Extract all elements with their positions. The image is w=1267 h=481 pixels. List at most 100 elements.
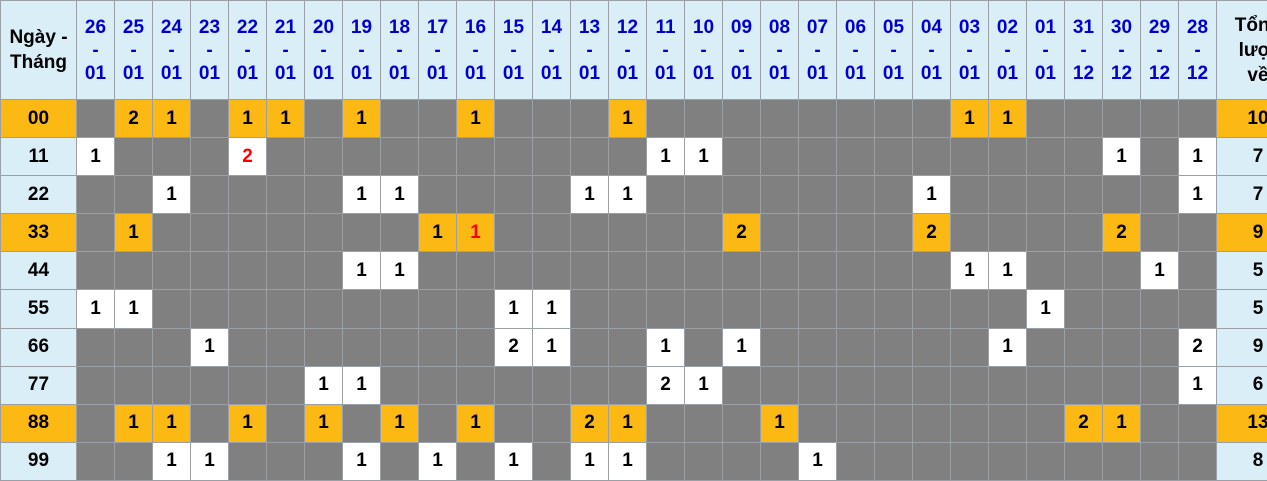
cell-88-0701[interactable] bbox=[798, 403, 837, 443]
cell-11-1301[interactable] bbox=[570, 137, 609, 177]
cell-11-2601[interactable]: 1 bbox=[76, 137, 115, 177]
cell-33-3012[interactable]: 2 bbox=[1102, 213, 1141, 253]
cell-11-0501[interactable] bbox=[874, 137, 913, 177]
cell-99-1401[interactable] bbox=[532, 441, 571, 481]
cell-99-1701[interactable]: 1 bbox=[418, 441, 457, 481]
cell-66-2601[interactable] bbox=[76, 327, 115, 367]
cell-77-2601[interactable] bbox=[76, 365, 115, 405]
cell-44-2301[interactable] bbox=[190, 251, 229, 291]
cell-66-1301[interactable] bbox=[570, 327, 609, 367]
cell-11-1401[interactable] bbox=[532, 137, 571, 177]
cell-44-1901[interactable]: 1 bbox=[342, 251, 381, 291]
cell-11-1901[interactable] bbox=[342, 137, 381, 177]
cell-99-0401[interactable] bbox=[912, 441, 951, 481]
cell-00-0901[interactable] bbox=[722, 98, 761, 139]
cell-66-0101[interactable] bbox=[1026, 327, 1065, 367]
cell-66-0701[interactable] bbox=[798, 327, 837, 367]
cell-66-1701[interactable] bbox=[418, 327, 457, 367]
cell-66-3112[interactable] bbox=[1064, 327, 1103, 367]
cell-55-3012[interactable] bbox=[1102, 289, 1141, 329]
cell-66-0201[interactable]: 1 bbox=[988, 327, 1027, 367]
cell-11-2912[interactable] bbox=[1140, 137, 1179, 177]
cell-33-0701[interactable] bbox=[798, 213, 837, 253]
row-label-99[interactable]: 99 bbox=[0, 441, 77, 481]
cell-66-2201[interactable] bbox=[228, 327, 267, 367]
cell-88-0901[interactable] bbox=[722, 403, 761, 443]
row-label-44[interactable]: 44 bbox=[0, 251, 77, 291]
cell-77-2301[interactable] bbox=[190, 365, 229, 405]
cell-55-0201[interactable] bbox=[988, 289, 1027, 329]
cell-55-0901[interactable] bbox=[722, 289, 761, 329]
cell-22-1101[interactable] bbox=[646, 175, 685, 215]
cell-55-1501[interactable]: 1 bbox=[494, 289, 533, 329]
cell-66-0401[interactable] bbox=[912, 327, 951, 367]
cell-55-2301[interactable] bbox=[190, 289, 229, 329]
cell-88-1901[interactable] bbox=[342, 403, 381, 443]
cell-00-2501[interactable]: 2 bbox=[114, 98, 153, 139]
cell-55-0301[interactable] bbox=[950, 289, 989, 329]
cell-44-0901[interactable] bbox=[722, 251, 761, 291]
cell-00-2001[interactable] bbox=[304, 98, 343, 139]
cell-33-0901[interactable]: 2 bbox=[722, 213, 761, 253]
cell-99-1101[interactable] bbox=[646, 441, 685, 481]
cell-99-1501[interactable]: 1 bbox=[494, 441, 533, 481]
row-label-77[interactable]: 77 bbox=[0, 365, 77, 405]
cell-77-3012[interactable] bbox=[1102, 365, 1141, 405]
cell-33-0301[interactable] bbox=[950, 213, 989, 253]
cell-77-3112[interactable] bbox=[1064, 365, 1103, 405]
cell-33-2301[interactable] bbox=[190, 213, 229, 253]
cell-88-2601[interactable] bbox=[76, 403, 115, 443]
cell-55-2601[interactable]: 1 bbox=[76, 289, 115, 329]
cell-44-3112[interactable] bbox=[1064, 251, 1103, 291]
cell-66-2101[interactable] bbox=[266, 327, 305, 367]
cell-66-1901[interactable] bbox=[342, 327, 381, 367]
cell-44-1501[interactable] bbox=[494, 251, 533, 291]
cell-88-2301[interactable] bbox=[190, 403, 229, 443]
cell-88-1601[interactable]: 1 bbox=[456, 403, 495, 443]
cell-00-2301[interactable] bbox=[190, 98, 229, 139]
cell-00-1601[interactable]: 1 bbox=[456, 98, 495, 139]
cell-11-1501[interactable] bbox=[494, 137, 533, 177]
row-label-11[interactable]: 11 bbox=[0, 137, 77, 177]
cell-44-1301[interactable] bbox=[570, 251, 609, 291]
cell-55-2001[interactable] bbox=[304, 289, 343, 329]
cell-44-3012[interactable] bbox=[1102, 251, 1141, 291]
cell-22-3112[interactable] bbox=[1064, 175, 1103, 215]
cell-99-0601[interactable] bbox=[836, 441, 875, 481]
cell-44-1601[interactable] bbox=[456, 251, 495, 291]
cell-11-3112[interactable] bbox=[1064, 137, 1103, 177]
cell-33-0101[interactable] bbox=[1026, 213, 1065, 253]
cell-77-1801[interactable] bbox=[380, 365, 419, 405]
cell-66-2401[interactable] bbox=[152, 327, 191, 367]
row-label-66[interactable]: 66 bbox=[0, 327, 77, 367]
cell-77-1201[interactable] bbox=[608, 365, 647, 405]
cell-33-2601[interactable] bbox=[76, 213, 115, 253]
cell-11-0901[interactable] bbox=[722, 137, 761, 177]
cell-00-2912[interactable] bbox=[1140, 98, 1179, 139]
cell-77-1501[interactable] bbox=[494, 365, 533, 405]
cell-55-0401[interactable] bbox=[912, 289, 951, 329]
cell-88-2812[interactable] bbox=[1178, 403, 1217, 443]
cell-88-0101[interactable] bbox=[1026, 403, 1065, 443]
cell-99-2201[interactable] bbox=[228, 441, 267, 481]
cell-11-0301[interactable] bbox=[950, 137, 989, 177]
cell-77-0101[interactable] bbox=[1026, 365, 1065, 405]
cell-22-2101[interactable] bbox=[266, 175, 305, 215]
cell-11-0701[interactable] bbox=[798, 137, 837, 177]
cell-44-2401[interactable] bbox=[152, 251, 191, 291]
cell-77-2501[interactable] bbox=[114, 365, 153, 405]
cell-77-2201[interactable] bbox=[228, 365, 267, 405]
cell-22-0801[interactable] bbox=[760, 175, 799, 215]
cell-99-0201[interactable] bbox=[988, 441, 1027, 481]
cell-88-3012[interactable]: 1 bbox=[1102, 403, 1141, 443]
cell-44-2501[interactable] bbox=[114, 251, 153, 291]
row-label-33[interactable]: 33 bbox=[0, 213, 77, 253]
cell-66-0801[interactable] bbox=[760, 327, 799, 367]
cell-44-0501[interactable] bbox=[874, 251, 913, 291]
cell-00-0101[interactable] bbox=[1026, 98, 1065, 139]
cell-77-0901[interactable] bbox=[722, 365, 761, 405]
cell-00-3012[interactable] bbox=[1102, 98, 1141, 139]
cell-44-1401[interactable] bbox=[532, 251, 571, 291]
cell-77-1001[interactable]: 1 bbox=[684, 365, 723, 405]
cell-22-2912[interactable] bbox=[1140, 175, 1179, 215]
